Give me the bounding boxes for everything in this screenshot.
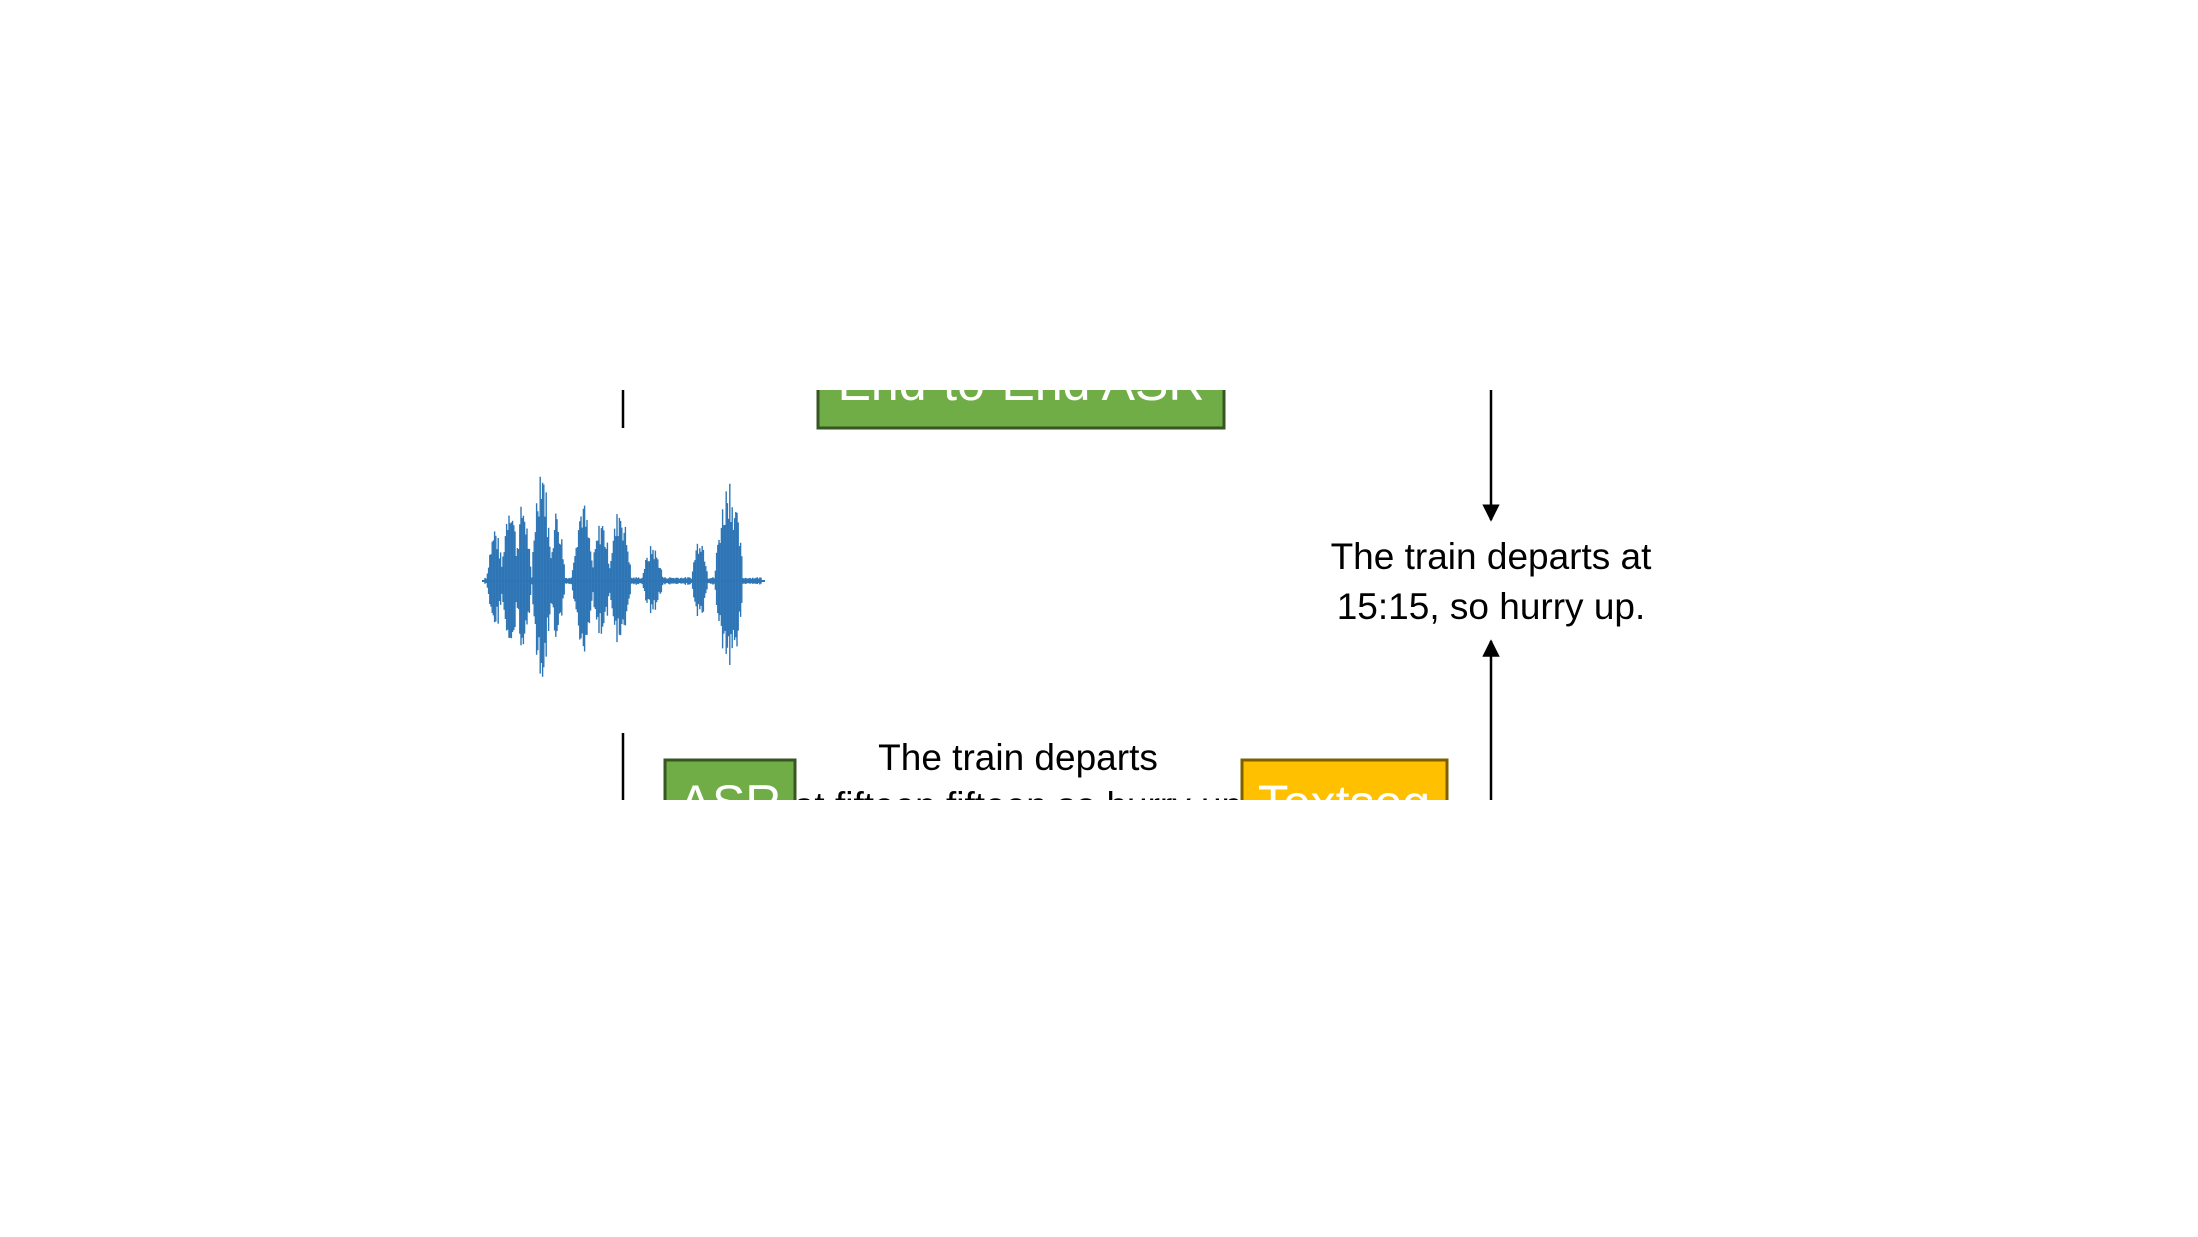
output-text: The train departs at 15:15, so hurry up. bbox=[1331, 536, 1653, 627]
intermediate-text-line2: at fifteen fifteen so hurry up bbox=[794, 785, 1242, 826]
visible-region: End-to-End ASR ASR Textseg The train dep… bbox=[482, 215, 1652, 850]
end-to-end-asr-box: End-to-End ASR bbox=[818, 330, 1224, 428]
textseg-box: Textseg bbox=[1242, 760, 1447, 850]
textseg-label: Textseg bbox=[1258, 775, 1430, 831]
asr-box: ASR bbox=[665, 760, 795, 850]
intermediate-text: The train departs at fifteen fifteen so … bbox=[794, 737, 1242, 826]
end-to-end-asr-label: End-to-End ASR bbox=[838, 355, 1205, 411]
output-text-line2: 15:15, so hurry up. bbox=[1337, 586, 1646, 627]
asr-label: ASR bbox=[679, 775, 782, 831]
output-text-line1: The train departs at bbox=[1331, 536, 1653, 577]
intermediate-text-line1: The train departs bbox=[878, 737, 1158, 778]
audio-waveform-icon bbox=[482, 477, 765, 677]
